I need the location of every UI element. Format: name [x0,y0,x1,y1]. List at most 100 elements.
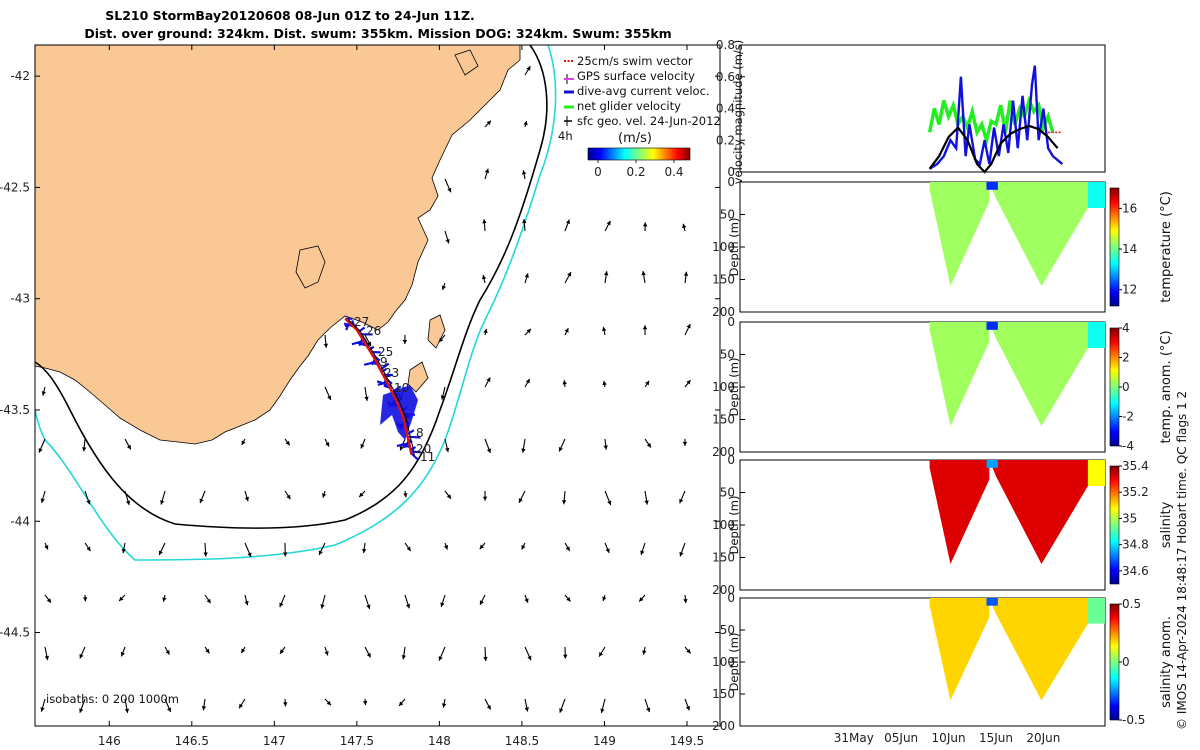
velocity-series [928,65,1064,170]
velocity-arrow [279,594,286,608]
velocity-arrow [444,490,452,500]
velocity-arrow [604,220,611,232]
velocity-arrow [124,438,132,450]
track-label: 23 [384,366,399,380]
legend-swim: 25cm/s swim vector [564,54,693,68]
map-xtick-label: 148 [428,734,451,748]
dac-vector [401,442,411,449]
velocity-ytick-label: 0.6 [716,70,735,84]
isobath-200m [35,45,548,529]
colorbar-label: salinity anom. [1159,616,1174,708]
velocity-arrow [40,490,46,504]
velocity-arrow [204,646,210,654]
velocity-arrow [484,698,492,710]
velocity-arrow [241,438,246,446]
surface-velocity-field [38,65,692,714]
velocity-arrow [642,222,648,232]
track-label: 25 [378,345,393,359]
velocity-arrow [482,490,488,501]
velocity-arrow [602,594,607,602]
section-ytick-label: 100 [712,380,735,394]
velocity-arrow [484,120,492,128]
dac-vector [357,326,366,333]
section-fill-dive-2 [989,598,1088,701]
velocity-arrow [441,698,447,708]
velocity-arrow [524,698,529,712]
section-colorbar [1109,603,1120,721]
velocity-arrow [82,594,88,602]
velocity-arrow [521,542,526,550]
legend-4h-label: 4h [558,129,573,143]
velocity-arrow [284,438,291,446]
legend-colorbar [587,147,691,161]
velocity-arrow [360,438,366,449]
section-ytick-label: 50 [720,623,735,637]
velocity-arrow [600,698,606,714]
section-fill-dive-2 [989,322,1088,426]
velocity-arrow [481,274,487,284]
velocity-arrow [644,490,649,505]
velocity-arrow [204,594,212,604]
track-label: 8 [416,426,424,440]
velocity-arrow [483,328,488,336]
velocity-arrow [44,594,52,604]
velocity-arrow [362,542,367,554]
section-surface-anomaly [986,460,998,468]
velocity-arrow [604,542,610,554]
velocity-arrow [684,323,691,336]
map-ytick-label: -43.5 [0,403,30,417]
time-tick-label: 31May [834,731,874,745]
section-ytick-label: 150 [712,687,735,701]
velocity-arrow [203,542,208,557]
velocity-arrow [284,490,291,500]
time-axis: 31May 05Jun 10Jun 15Jun 20Jun [834,731,1061,745]
section-fill-dive-1 [929,182,990,286]
section-colorbar [1109,327,1120,447]
legend-net: net glider velocity [564,99,681,113]
velocity-arrow [364,334,372,347]
dac-vector [410,450,421,454]
velocity-ytick-label: 0.2 [716,133,735,147]
section-fill-dive-1 [929,460,990,564]
track-label: 10 [394,381,409,395]
velocity-arrow [562,380,567,388]
section-fill-end [1087,322,1105,348]
velocity-arrow [602,380,607,388]
map-ytick-label: -43 [10,292,30,306]
map-xtick-label: 149 [593,734,616,748]
legend-gps: GPS surface velocity [564,69,695,84]
section-panel: 0 50 100 150 200 Depth (m) -4 -2 0 2 4 temp. anom. … [712,315,1174,459]
map-frame [34,44,721,727]
velocity-arrow [444,230,450,244]
land-island-3 [407,361,429,393]
velocity-arrow [683,594,688,604]
velocity-arrow [679,490,686,504]
time-tick-label: 05Jun [884,731,918,745]
section-ytick-label: 150 [712,413,735,427]
velocity-arrow [482,219,487,232]
colorbar-tick-label: 35.2 [1122,485,1149,499]
map-ytick-label: -44.5 [0,626,30,640]
section-ytick-label: 100 [712,240,735,254]
velocity-arrow [38,438,46,453]
map-xtick-label: 147 [263,734,286,748]
section-ytick-label: 0 [727,175,735,189]
section-ytick-label: 150 [712,273,735,287]
colorbar-tick-label: 0 [1122,655,1130,669]
section-ytick-label: 0 [727,453,735,467]
section-fill-dive-2 [989,182,1088,286]
section-fill-end [1087,460,1105,486]
velocity-arrow [121,542,127,554]
velocity-arrow [283,698,288,707]
track-label: 9 [380,355,388,369]
velocity-arrow [322,490,327,498]
section-ytick-label: 100 [712,655,735,669]
velocity-arrow [358,490,366,498]
track-label: 20 [416,442,431,456]
dac-cluster [380,385,418,440]
velocity-arrow [561,490,567,505]
